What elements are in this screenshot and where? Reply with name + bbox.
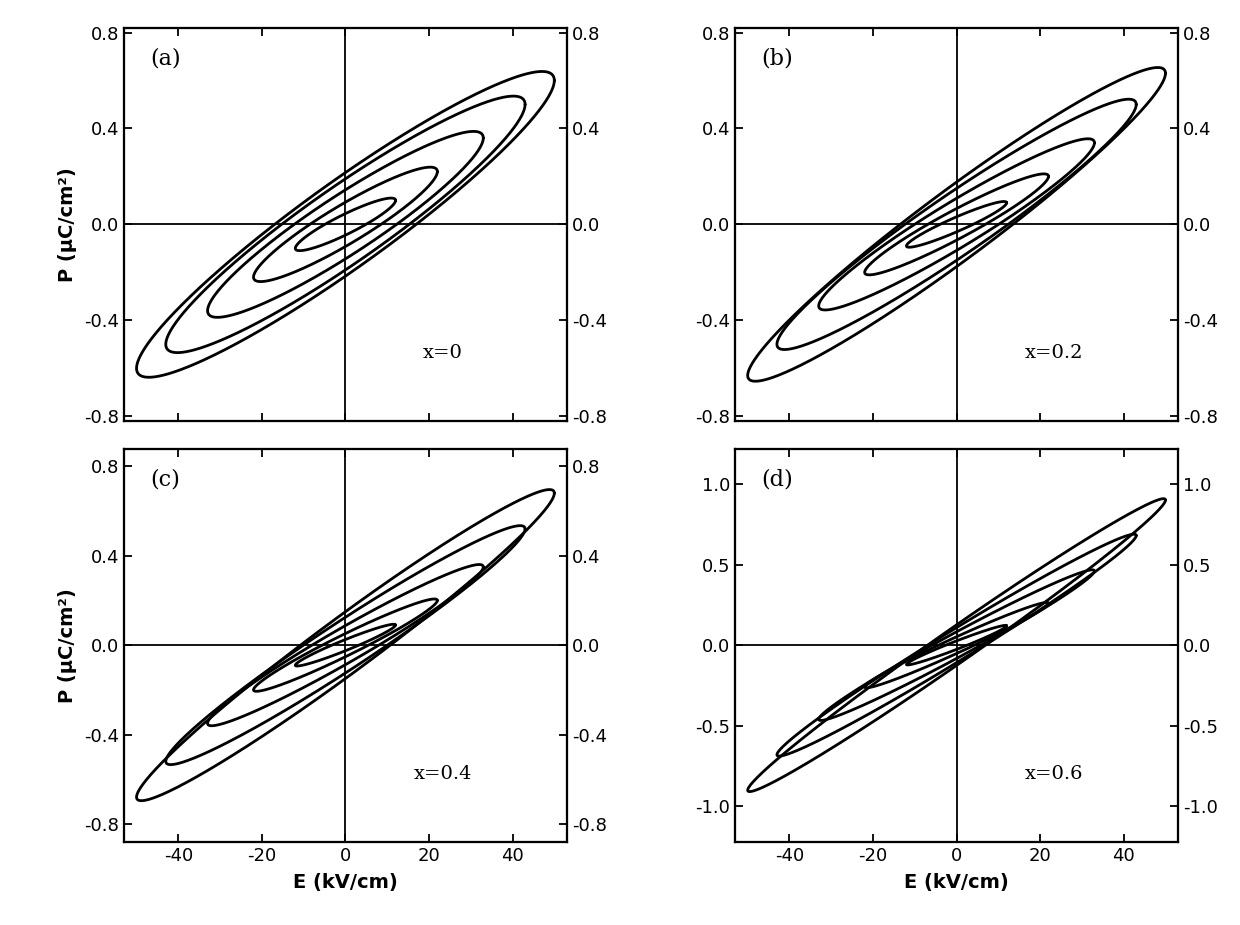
Text: (c): (c) [150,468,181,490]
Text: (d): (d) [761,468,794,490]
Y-axis label: P (μC/cm²): P (μC/cm²) [58,167,77,282]
X-axis label: E (kV/cm): E (kV/cm) [293,873,398,892]
Text: x=0: x=0 [423,344,463,362]
Text: (b): (b) [761,47,794,69]
Text: x=0.4: x=0.4 [414,765,472,783]
X-axis label: E (kV/cm): E (kV/cm) [904,873,1009,892]
Text: x=0.6: x=0.6 [1024,765,1084,783]
Text: x=0.2: x=0.2 [1024,344,1084,362]
Text: (a): (a) [150,47,181,69]
Y-axis label: P (μC/cm²): P (μC/cm²) [58,587,77,702]
